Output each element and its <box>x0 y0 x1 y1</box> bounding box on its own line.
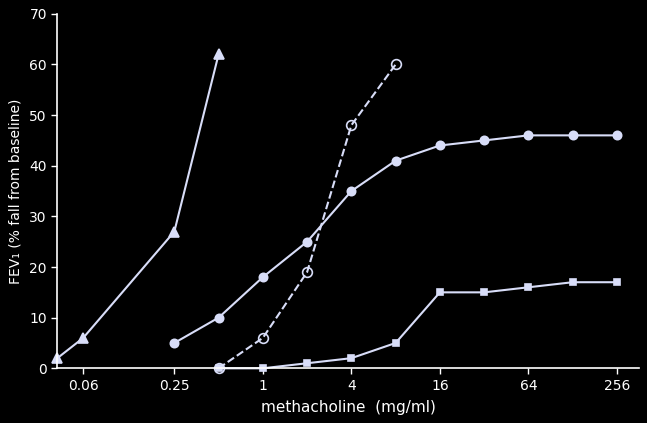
Y-axis label: FEV₁ (% fall from baseline): FEV₁ (% fall from baseline) <box>8 99 23 284</box>
X-axis label: methacholine  (mg/ml): methacholine (mg/ml) <box>261 400 435 415</box>
